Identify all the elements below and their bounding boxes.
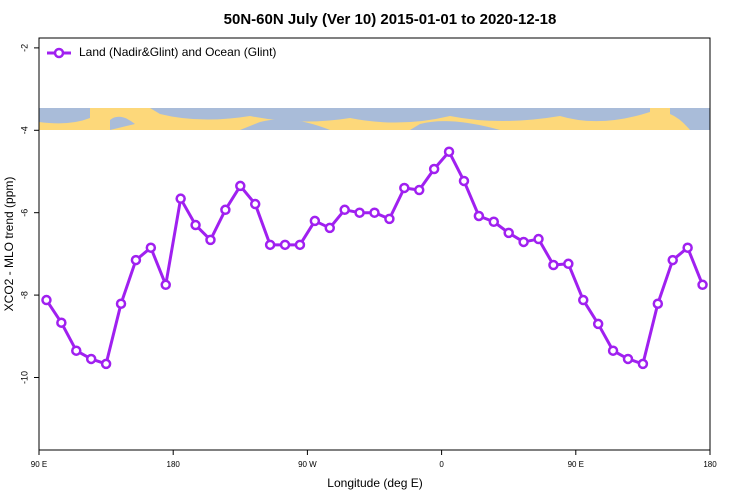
x-tick-label: 0 bbox=[439, 460, 444, 469]
y-tick-label: -8 bbox=[19, 291, 29, 299]
data-point bbox=[667, 254, 678, 266]
data-point bbox=[578, 294, 589, 306]
x-tick-label: 180 bbox=[167, 460, 181, 469]
x-tick-label: 90 W bbox=[298, 460, 317, 469]
data-point bbox=[697, 279, 708, 291]
data-point bbox=[354, 207, 365, 218]
data-point bbox=[145, 242, 157, 253]
x-tick-label: 180 bbox=[703, 460, 717, 469]
data-point bbox=[533, 233, 544, 245]
data-point bbox=[205, 234, 216, 246]
data-point bbox=[637, 358, 649, 370]
data-point bbox=[488, 216, 500, 228]
data-point bbox=[413, 184, 425, 196]
y-tick-label: -4 bbox=[19, 126, 29, 134]
y-axis-label: XCO2 - MLO trend (ppm) bbox=[2, 177, 16, 312]
data-point bbox=[607, 345, 619, 356]
data-point bbox=[85, 353, 97, 365]
data-point bbox=[682, 242, 693, 253]
data-point bbox=[399, 182, 410, 194]
y-tick-label: -6 bbox=[19, 209, 29, 217]
data-point bbox=[220, 204, 231, 216]
y-tick-label: -10 bbox=[19, 371, 29, 384]
data-point bbox=[71, 345, 82, 356]
data-point bbox=[518, 236, 529, 248]
data-point bbox=[592, 318, 604, 330]
x-tick-label: 90 E bbox=[31, 460, 47, 469]
data-point bbox=[428, 163, 440, 175]
data-point bbox=[235, 180, 246, 192]
x-axis-label: Longitude (deg E) bbox=[327, 476, 422, 490]
data-point bbox=[130, 254, 142, 266]
data-point bbox=[458, 175, 470, 187]
data-point bbox=[339, 204, 350, 216]
data-point bbox=[563, 258, 574, 270]
data-point bbox=[175, 193, 186, 204]
x-tick-label: 90 E bbox=[568, 460, 584, 469]
data-point bbox=[473, 210, 485, 222]
data-point bbox=[279, 239, 291, 251]
data-point bbox=[548, 259, 559, 271]
data-point bbox=[309, 215, 321, 227]
data-point bbox=[294, 239, 306, 251]
data-point bbox=[503, 227, 514, 239]
data-point bbox=[652, 298, 664, 309]
chart-title: 50N-60N July (Ver 10) 2015-01-01 to 2020… bbox=[224, 11, 557, 28]
map-strip bbox=[39, 108, 710, 130]
data-point bbox=[115, 298, 127, 309]
data-point bbox=[249, 198, 261, 210]
data-point bbox=[443, 146, 455, 157]
data-point bbox=[190, 219, 201, 231]
data-point bbox=[56, 317, 67, 328]
legend-label: Land (Nadir&Glint) and Ocean (Glint) bbox=[79, 45, 276, 59]
y-tick-label: -2 bbox=[19, 44, 29, 52]
data-point bbox=[100, 358, 112, 370]
data-point bbox=[369, 207, 380, 218]
data-point bbox=[622, 353, 634, 365]
data-point bbox=[264, 239, 276, 251]
data-point bbox=[324, 222, 336, 234]
plot-frame bbox=[38, 37, 711, 451]
data-point bbox=[41, 294, 52, 306]
data-point bbox=[160, 279, 171, 291]
legend-marker bbox=[53, 47, 65, 59]
data-point bbox=[384, 213, 395, 225]
